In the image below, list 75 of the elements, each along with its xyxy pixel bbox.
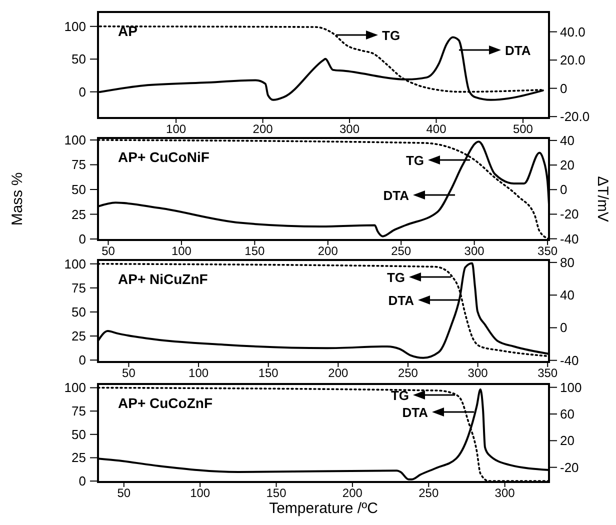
y-tick-label: 75 xyxy=(72,157,86,172)
x-tick-label: 200 xyxy=(318,244,338,258)
x-tick-label: 150 xyxy=(258,366,279,380)
y2-tick-label: -40 xyxy=(560,352,579,368)
x-tick-label: 200 xyxy=(328,366,348,380)
y-tick-label: 50 xyxy=(72,182,86,197)
x-tick-label: 500 xyxy=(512,122,534,136)
text: AP+ CuCoNiF xyxy=(118,149,210,165)
y-tick-label: 50 xyxy=(72,304,86,320)
annotation: TG xyxy=(386,270,405,285)
y-tick-label: 0 xyxy=(78,352,86,368)
y2-tick-label: 0 xyxy=(560,320,568,336)
y-tick-label: 100 xyxy=(64,256,86,272)
annotation: TG xyxy=(390,388,409,403)
y-tick-label: 100 xyxy=(64,18,86,34)
y-tick-label: 100 xyxy=(64,132,86,148)
y-tick-label: 0 xyxy=(78,474,86,489)
x-tick-label: 250 xyxy=(398,366,418,380)
y2-tick-label: -20.0 xyxy=(560,109,590,124)
x-tick-label: 100 xyxy=(171,244,192,258)
y-tick-label: 25 xyxy=(72,206,86,222)
x-tick-label: 300 xyxy=(494,486,516,500)
y2-tick-label: -20 xyxy=(560,460,579,475)
x-axis-title: Temperature /ºC xyxy=(269,500,378,517)
y2-tick-label: 20.0 xyxy=(560,52,586,68)
y2-tick-label: -20 xyxy=(560,206,579,222)
x-tick-label: 250 xyxy=(391,244,412,258)
x-tick-label: 200 xyxy=(342,486,363,500)
y2-tick-label: 100 xyxy=(560,380,582,395)
y2-tick-label: -40 xyxy=(560,231,579,246)
x-tick-label: 250 xyxy=(418,486,439,500)
y2-tick-label: 80 xyxy=(560,254,574,270)
x-tick-label: 50 xyxy=(122,366,136,380)
y2-tick-label: 40 xyxy=(560,288,574,303)
y2-tick-label: 20 xyxy=(560,158,574,173)
x-tick-label: 100 xyxy=(166,122,186,136)
annotation: TG xyxy=(382,28,400,43)
y-tick-label: 0 xyxy=(78,84,86,100)
y2-tick-label: 40 xyxy=(560,132,574,148)
y-tick-label: 0 xyxy=(78,232,86,247)
y2-tick-label: 0 xyxy=(560,80,568,96)
x-tick-label: 400 xyxy=(426,122,447,136)
y-tick-label: 25 xyxy=(72,450,86,466)
y2-tick-label: 60 xyxy=(560,406,574,422)
y-tick-label: 50 xyxy=(72,426,86,442)
annotation: DTA xyxy=(383,188,410,203)
x-tick-label: 100 xyxy=(190,486,210,500)
x-tick-label: 200 xyxy=(252,122,274,136)
x-tick-label: 50 xyxy=(102,244,116,258)
y2-tick-label: 40.0 xyxy=(560,24,586,40)
y-tick-label: 50 xyxy=(72,52,86,67)
annotation: DTA xyxy=(388,293,415,308)
annotation: DTA xyxy=(402,405,429,420)
x-tick-label: 350 xyxy=(538,366,558,380)
y-tick-label: 25 xyxy=(72,328,86,344)
annotation: DTA xyxy=(505,43,532,58)
x-tick-label: 300 xyxy=(340,122,360,136)
y2-tick-label: 0 xyxy=(560,182,568,198)
x-tick-label: 300 xyxy=(468,366,488,380)
x-tick-label: 350 xyxy=(538,244,558,258)
text: AP+ CuCoZnF xyxy=(118,395,213,411)
x-tick-label: 50 xyxy=(117,486,131,500)
x-tick-label: 150 xyxy=(244,244,266,258)
y-tick-label: 100 xyxy=(64,380,86,396)
text: AP+ NiCuZnF xyxy=(118,271,208,287)
x-tick-label: 100 xyxy=(188,366,209,380)
text: AP xyxy=(118,23,138,39)
x-tick-label: 300 xyxy=(464,244,485,258)
y2-axis-title: ΔT/mV xyxy=(594,176,611,222)
y-axis-title: Mass % xyxy=(9,172,26,226)
annotation: TG xyxy=(406,153,424,168)
y2-tick-label: 20 xyxy=(560,433,574,448)
x-tick-label: 150 xyxy=(266,486,287,500)
y-tick-label: 75 xyxy=(72,404,86,419)
y-tick-label: 75 xyxy=(72,280,86,296)
